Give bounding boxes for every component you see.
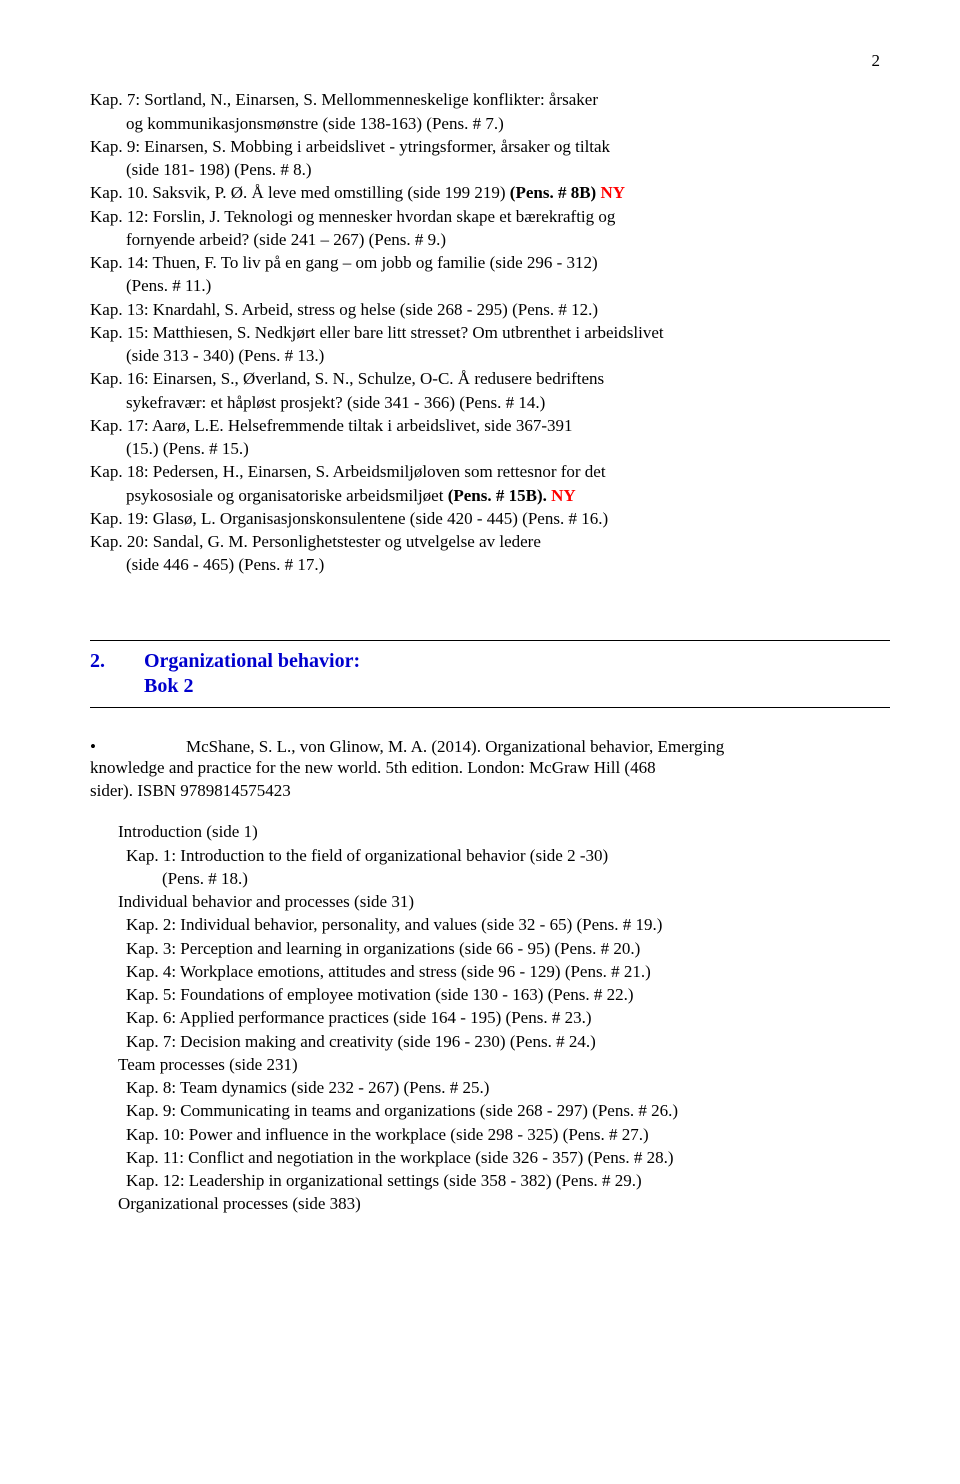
kap-20-cont: (side 446 - 465) (Pens. # 17.) bbox=[90, 554, 890, 575]
section-2-subtitle: Bok 2 bbox=[144, 675, 193, 697]
cite-line1: McShane, S. L., von Glinow, M. A. (2014)… bbox=[186, 737, 724, 756]
kap-7b: Kap. 7: Decision making and creativity (… bbox=[90, 1031, 890, 1052]
kap-18-cont-prefix: psykososiale og organisatoriske arbeidsm… bbox=[126, 486, 448, 505]
kap-9b: Kap. 9: Communicating in teams and organ… bbox=[90, 1100, 890, 1121]
kap-18-cont: psykososiale og organisatoriske arbeidsm… bbox=[90, 485, 890, 506]
cite-line2: knowledge and practice for the new world… bbox=[90, 757, 890, 778]
kap-4: Kap. 4: Workplace emotions, attitudes an… bbox=[90, 961, 890, 982]
intro-heading: Introduction (side 1) bbox=[90, 821, 890, 842]
kap-14: Kap. 14: Thuen, F. To liv på en gang – o… bbox=[90, 252, 890, 273]
kap-15-cont: (side 313 - 340) (Pens. # 13.) bbox=[90, 345, 890, 366]
kap-17: Kap. 17: Aarø, L.E. Helsefremmende tilta… bbox=[90, 415, 890, 436]
book-2-citation: • McShane, S. L., von Glinow, M. A. (201… bbox=[90, 736, 890, 757]
kap-10-prefix: Kap. 10. Saksvik, P. Ø. Å leve med omsti… bbox=[90, 183, 510, 202]
kap-7: Kap. 7: Sortland, N., Einarsen, S. Mello… bbox=[90, 89, 890, 110]
bullet-icon: • bbox=[90, 736, 132, 757]
kap-9: Kap. 9: Einarsen, S. Mobbing i arbeidsli… bbox=[90, 136, 890, 157]
team-heading: Team processes (side 231) bbox=[90, 1054, 890, 1075]
kap-13: Kap. 13: Knardahl, S. Arbeid, stress og … bbox=[90, 299, 890, 320]
kap-7-cont: og kommunikasjonsmønstre (side 138-163) … bbox=[90, 113, 890, 134]
kap-19: Kap. 19: Glasø, L. Organisasjonskonsulen… bbox=[90, 508, 890, 529]
chapter-list-1: Kap. 7: Sortland, N., Einarsen, S. Mello… bbox=[90, 89, 890, 575]
page-number: 2 bbox=[90, 50, 890, 71]
kap-14-cont: (Pens. # 11.) bbox=[90, 275, 890, 296]
kap-2: Kap. 2: Individual behavior, personality… bbox=[90, 914, 890, 935]
kap-8: Kap. 8: Team dynamics (side 232 - 267) (… bbox=[90, 1077, 890, 1098]
divider-top bbox=[90, 640, 890, 641]
section-2-subtitle-row: Bok 2 bbox=[90, 674, 890, 699]
kap-10: Kap. 10. Saksvik, P. Ø. Å leve med omsti… bbox=[90, 182, 890, 203]
kap-16: Kap. 16: Einarsen, S., Øverland, S. N., … bbox=[90, 368, 890, 389]
kap-6: Kap. 6: Applied performance practices (s… bbox=[90, 1007, 890, 1028]
kap-9-cont: (side 181- 198) (Pens. # 8.) bbox=[90, 159, 890, 180]
kap-10-ny: NY bbox=[600, 183, 625, 202]
kap-11: Kap. 11: Conflict and negotiation in the… bbox=[90, 1147, 890, 1168]
kap-17-cont: (15.) (Pens. # 15.) bbox=[90, 438, 890, 459]
kap-18-cont-bold: (Pens. # 15B). bbox=[448, 486, 551, 505]
section-2-num: 2. bbox=[90, 649, 144, 674]
kap-1: Kap. 1: Introduction to the field of org… bbox=[90, 845, 890, 866]
kap-18-ny: NY bbox=[551, 486, 576, 505]
section-2-title: Organizational behavior: bbox=[144, 650, 360, 672]
cite-line3: sider). ISBN 9789814575423 bbox=[90, 780, 890, 801]
kap-12: Kap. 12: Forslin, J. Teknologi og mennes… bbox=[90, 206, 890, 227]
kap-18: Kap. 18: Pedersen, H., Einarsen, S. Arbe… bbox=[90, 461, 890, 482]
kap-1-cont: (Pens. # 18.) bbox=[90, 868, 890, 889]
book-2-citation-text: McShane, S. L., von Glinow, M. A. (2014)… bbox=[132, 736, 890, 757]
kap-12b: Kap. 12: Leadership in organizational se… bbox=[90, 1170, 890, 1191]
individual-heading: Individual behavior and processes (side … bbox=[90, 891, 890, 912]
kap-3: Kap. 3: Perception and learning in organ… bbox=[90, 938, 890, 959]
kap-5: Kap. 5: Foundations of employee motivati… bbox=[90, 984, 890, 1005]
divider-bottom bbox=[90, 707, 890, 708]
kap-10-bold: (Pens. # 8B) bbox=[510, 183, 601, 202]
kap-15: Kap. 15: Matthiesen, S. Nedkjørt eller b… bbox=[90, 322, 890, 343]
kap-16-cont: sykefravær: et håpløst prosjekt? (side 3… bbox=[90, 392, 890, 413]
kap-10b: Kap. 10: Power and influence in the work… bbox=[90, 1124, 890, 1145]
kap-12-cont: fornyende arbeid? (side 241 – 267) (Pens… bbox=[90, 229, 890, 250]
kap-20: Kap. 20: Sandal, G. M. Personlighetstest… bbox=[90, 531, 890, 552]
section-2-heading: 2.Organizational behavior: bbox=[90, 649, 890, 674]
org-heading: Organizational processes (side 383) bbox=[90, 1193, 890, 1214]
